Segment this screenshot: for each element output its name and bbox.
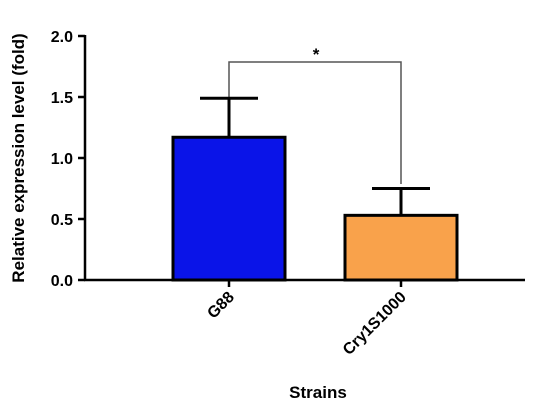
y-axis-title: Relative expression level (fold) bbox=[9, 33, 28, 282]
bar bbox=[171, 135, 287, 282]
y-tick-label: 1.5 bbox=[51, 90, 73, 107]
y-tick-label: 0.0 bbox=[51, 273, 73, 290]
x-axis-title: Strains bbox=[289, 383, 347, 402]
significance-bracket bbox=[228, 61, 402, 184]
y-tick-label: 0.5 bbox=[51, 212, 73, 229]
bar bbox=[343, 213, 459, 282]
y-tick-label: 2.0 bbox=[51, 29, 73, 46]
x-tick-label: G88 bbox=[204, 289, 237, 322]
y-tick-label: 1.0 bbox=[51, 151, 73, 168]
x-tick-label: Cry1S1000 bbox=[340, 289, 410, 359]
significance-star: * bbox=[313, 45, 320, 64]
